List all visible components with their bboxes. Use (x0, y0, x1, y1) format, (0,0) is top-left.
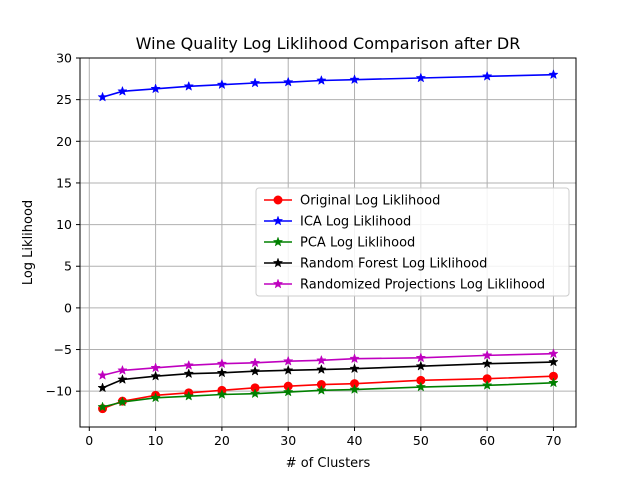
legend-label: ICA Log Liklihood (300, 215, 411, 230)
series-line (102, 73, 554, 98)
data-point (548, 348, 559, 359)
data-point (316, 74, 327, 85)
data-point (249, 77, 261, 88)
data-point (415, 360, 427, 371)
data-point (150, 392, 161, 403)
legend-marker (272, 257, 284, 268)
legend-label: PCA Log Liklihood (300, 236, 415, 251)
plot-frame (79, 57, 577, 428)
data-point (216, 358, 228, 369)
data-point (349, 384, 360, 394)
data-point (117, 396, 128, 407)
data-point (183, 390, 194, 401)
data-point (349, 74, 360, 85)
y-axis-label: Log Liklihood (21, 200, 36, 285)
data-point (150, 370, 161, 381)
series-2 (97, 69, 559, 102)
data-point (117, 374, 128, 384)
chart-title: Wine Quality Log Liklihood Comparison af… (136, 34, 521, 53)
data-point (249, 365, 261, 376)
data-point (117, 85, 128, 96)
legend-marker (272, 278, 284, 289)
data-point (481, 70, 493, 81)
data-point (183, 359, 194, 370)
series-line (102, 375, 554, 410)
legend-label: Randomized Projections Log Liklihood (300, 278, 545, 293)
data-point (183, 368, 194, 379)
data-point (150, 83, 161, 94)
data-point (548, 69, 559, 80)
series-line (102, 382, 554, 408)
data-point (481, 349, 493, 360)
data-point (282, 355, 294, 366)
series-layer (97, 69, 559, 414)
data-point (548, 377, 559, 388)
x-tick-label: 30 (280, 433, 296, 448)
data-point (150, 362, 161, 373)
x-tick-label: 70 (546, 433, 562, 448)
legend-entry: Randomized Projections Log Liklihood (264, 278, 545, 293)
data-point (282, 76, 294, 87)
data-point (249, 388, 261, 399)
data-point (97, 382, 108, 393)
data-point (415, 352, 427, 363)
x-tick-label: 60 (479, 433, 495, 448)
legend-entry: PCA Log Liklihood (264, 236, 415, 251)
x-axis-label: # of Clusters (286, 456, 371, 471)
series-3 (97, 377, 559, 412)
series-line (102, 361, 554, 389)
x-tick-label: 40 (347, 433, 363, 448)
y-tick-label: −10 (46, 384, 72, 399)
data-point (183, 80, 194, 91)
y-tick-label: 15 (56, 175, 72, 190)
series-5 (97, 348, 559, 380)
legend-marker (272, 236, 284, 247)
x-tick-label: 20 (214, 433, 230, 448)
data-point (216, 79, 228, 90)
data-point (481, 358, 493, 369)
legend-label: Original Log Liklihood (300, 194, 440, 209)
x-tick-label: 0 (85, 433, 93, 448)
data-point (481, 379, 493, 390)
data-point (117, 364, 128, 375)
data-point (216, 367, 228, 378)
legend: Original Log Liklihood ICA Log Liklihood P… (255, 187, 570, 297)
y-tick-label: 25 (56, 92, 72, 107)
y-tick-label: 0 (64, 300, 72, 315)
series-line (102, 352, 554, 377)
x-tick-label: 50 (413, 433, 429, 448)
data-point (415, 381, 427, 392)
data-point (282, 386, 294, 397)
data-point (97, 401, 108, 412)
data-point (316, 354, 327, 365)
data-point (249, 357, 261, 368)
legend-label: Random Forest Log Liklihood (300, 257, 487, 272)
data-point (548, 356, 559, 367)
data-point (97, 369, 108, 380)
y-tick-label: 20 (56, 134, 72, 149)
series-4 (97, 356, 559, 393)
y-tick-label: 10 (56, 217, 72, 232)
y-tick-label: 30 (56, 51, 72, 66)
data-point (216, 388, 228, 399)
legend-entry: Original Log Liklihood (264, 194, 440, 209)
grid (80, 57, 576, 427)
legend-marker (272, 215, 284, 226)
data-point (349, 363, 360, 374)
ticks: 0 10 20 30 40 50 60 70 −10 −5 0 5 10 15 20 25 30 (46, 51, 562, 449)
legend-box (255, 187, 570, 297)
data-point (316, 384, 327, 395)
legend-marker (273, 195, 283, 205)
data-point (282, 364, 294, 375)
data-point (316, 364, 327, 374)
data-point (97, 91, 108, 102)
y-tick-label: 5 (64, 259, 72, 274)
y-tick-label: −5 (54, 342, 72, 357)
data-point (349, 353, 360, 364)
legend-entry: ICA Log Liklihood (264, 215, 411, 230)
x-tick-label: 10 (148, 433, 164, 448)
data-point (415, 72, 427, 83)
legend-entry: Random Forest Log Liklihood (264, 257, 487, 272)
